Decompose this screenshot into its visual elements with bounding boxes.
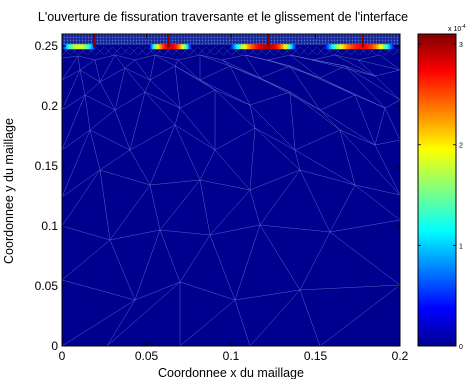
colorbar-ticks: 0 1 2 3 xyxy=(418,42,463,351)
x-axis-ticks: 0 0.05 0.1 0.15 0.2 xyxy=(59,34,409,363)
x-tick-label: 0 xyxy=(59,349,66,363)
slip-band xyxy=(325,44,394,50)
y-tick-label: 0.05 xyxy=(35,279,59,293)
x-tick-label: 0.05 xyxy=(135,349,159,363)
slip-band xyxy=(231,44,296,50)
y-tick-label: 0.2 xyxy=(41,99,58,113)
y-tick-label: 0.25 xyxy=(35,39,59,53)
x-tick-label: 0.2 xyxy=(392,349,409,363)
y-tick-label: 0.1 xyxy=(41,219,58,233)
colorbar-tick-label: 1 xyxy=(459,243,463,250)
colorbar-tick-label: 3 xyxy=(459,42,463,49)
colorbar-tick-label: 2 xyxy=(459,143,463,150)
slip-band xyxy=(62,44,97,50)
y-tick-label: 0.15 xyxy=(35,159,59,173)
crack-marks xyxy=(93,34,364,48)
x-tick-label: 0.1 xyxy=(223,349,240,363)
colorbar xyxy=(417,33,457,347)
mesh-lines xyxy=(62,46,400,346)
y-axis-label: Coordonnee y du maillage xyxy=(2,118,16,264)
x-axis-label: Coordonnee x du maillage xyxy=(158,366,304,379)
y-tick-label: 0 xyxy=(51,339,58,353)
colorbar-tick-label: 0 xyxy=(459,344,463,351)
interface-layer xyxy=(62,34,400,46)
y-axis-ticks: 0 0.05 0.1 0.15 0.2 0.25 xyxy=(35,39,400,353)
chart-title: L'ouverture de fissuration traversante e… xyxy=(38,10,408,24)
slip-band xyxy=(149,44,191,50)
x-tick-label: 0.15 xyxy=(304,349,328,363)
colorbar-multiplier: x 10-4 xyxy=(448,24,466,33)
plot-area xyxy=(62,34,400,346)
